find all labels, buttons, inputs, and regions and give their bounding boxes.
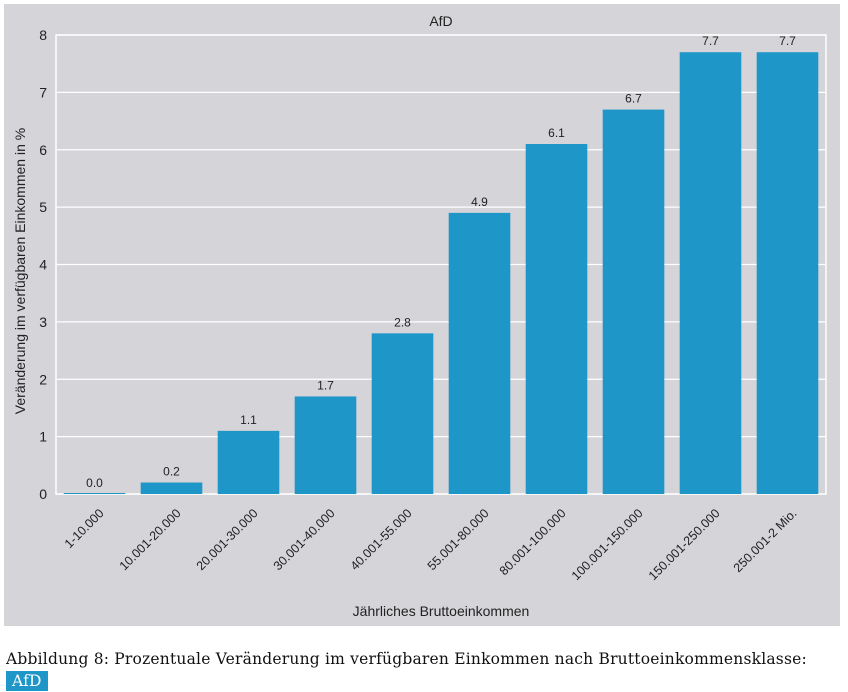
y-tick-label: 8: [39, 27, 47, 43]
bar-value-label: 0.2: [163, 465, 180, 479]
bar-value-label: 6.1: [548, 126, 565, 140]
chart-panel: 0.0 0.2 1.1 1.7 2.8 4.9 6.1 6.7 7.7 7.7 0 1 2 3 4 5 6 7 8…: [4, 4, 840, 626]
x-axis-label: Jährliches Bruttoeinkommen: [353, 603, 530, 619]
y-axis-label: Veränderung im verfügbaren Einkommen in …: [12, 128, 28, 414]
bar-value-label: 7.7: [702, 34, 719, 48]
x-tick-label: 150.001-250.000: [646, 506, 723, 583]
x-tick-label: 80.001-100.000: [497, 506, 569, 578]
bar-chart: 0.0 0.2 1.1 1.7 2.8 4.9 6.1 6.7 7.7 7.7 0 1 2 3 4 5 6 7 8…: [12, 13, 827, 619]
x-tick-label: 100.001-150.000: [569, 506, 646, 583]
x-tick-label: 1-10.000: [62, 506, 107, 551]
bar: [448, 212, 511, 495]
bar-value-label: 0.0: [86, 476, 103, 490]
figure-caption: Abbildung 8: Prozentuale Veränderung im …: [6, 648, 840, 692]
bar-value-label: 4.9: [471, 195, 488, 209]
bar: [756, 52, 819, 495]
x-tick-label: 20.001-30.000: [194, 506, 261, 573]
bar-value-label: 1.7: [317, 378, 334, 392]
bar: [140, 482, 203, 494]
bar: [294, 396, 357, 494]
caption-party-tag: AfD: [6, 671, 48, 691]
x-tick-labels: 1-10.000 10.001-20.000 20.001-30.000 30.001…: [62, 506, 800, 583]
y-tick-label: 0: [39, 486, 47, 502]
y-tick-label: 2: [39, 371, 47, 387]
y-tick-label: 5: [39, 199, 47, 215]
bar: [217, 430, 280, 494]
bar: [371, 333, 434, 494]
bar-value-label: 2.8: [394, 315, 411, 329]
y-tick-labels: 0 1 2 3 4 5 6 7 8: [39, 27, 47, 502]
x-tick-label: 30.001-40.000: [271, 506, 338, 573]
caption-text: Abbildung 8: Prozentuale Veränderung im …: [6, 650, 807, 668]
y-tick-label: 6: [39, 142, 47, 158]
x-tick-label: 10.001-20.000: [117, 506, 184, 573]
x-tick-label: 55.001-80.000: [425, 506, 492, 573]
chart-title: AfD: [429, 13, 452, 29]
bar-value-label: 6.7: [625, 92, 642, 106]
value-labels: 0.0 0.2 1.1 1.7 2.8 4.9 6.1 6.7 7.7 7.7: [86, 34, 796, 490]
bar-value-label: 1.1: [240, 413, 257, 427]
y-tick-label: 4: [39, 257, 47, 273]
bar: [525, 144, 588, 494]
bars: [63, 52, 819, 495]
bar: [602, 109, 665, 495]
bar: [679, 52, 742, 495]
x-tick-label: 40.001-55.000: [348, 506, 415, 573]
bar-value-label: 7.7: [779, 34, 796, 48]
x-tick-label: 250.001-2 Mio.: [731, 506, 800, 575]
y-tick-label: 7: [39, 84, 47, 100]
y-tick-label: 3: [39, 314, 47, 330]
bar: [63, 493, 126, 494]
y-tick-label: 1: [39, 429, 47, 445]
